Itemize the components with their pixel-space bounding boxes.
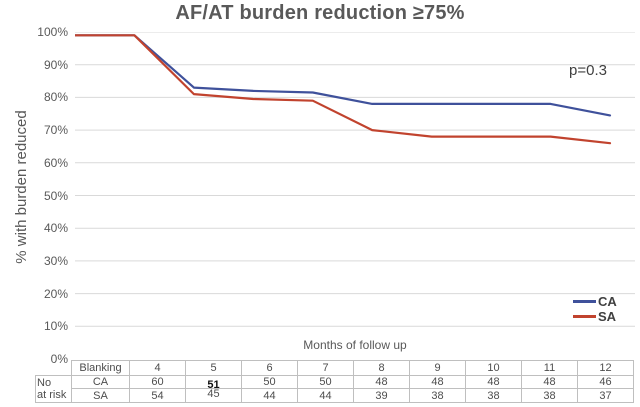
risk-table-header-cell: Blanking: [71, 360, 130, 376]
y-tick-label: 90%: [43, 57, 68, 72]
risk-table-value: 38: [521, 388, 578, 403]
ca-series-line: [75, 34, 612, 117]
legend-item-ca: CA: [573, 294, 617, 309]
legend-item-sa: SA: [573, 309, 617, 324]
y-tick-label: 60%: [43, 155, 68, 170]
y-tick-label: 50%: [43, 188, 68, 203]
y-tick-label: 0%: [50, 352, 68, 366]
y-tick-label: 10%: [43, 319, 68, 334]
legend: CA SA: [573, 294, 617, 324]
y-tick-label: 100%: [37, 25, 68, 39]
y-tick-label: 80%: [43, 90, 68, 105]
risk-table-value: 44: [297, 388, 354, 403]
chart-title: AF/AT burden reduction ≥75%: [175, 2, 465, 24]
risk-table-value: 54: [129, 388, 186, 403]
risk-table-header-cell: 4: [129, 360, 186, 376]
risk-table-header-cell: 6: [241, 360, 298, 376]
legend-label-ca: CA: [598, 294, 617, 309]
y-tick-label: 40%: [43, 221, 68, 236]
risk-table-row-label: SA: [71, 388, 130, 403]
risk-table-value: 38: [409, 388, 466, 403]
risk-table-row-label: CA: [71, 375, 130, 389]
sa-series-line: [75, 34, 612, 145]
risk-table-value: 50: [297, 375, 354, 389]
risk-table-value: 48: [353, 375, 410, 389]
risk-table-value: 48: [521, 375, 578, 389]
y-tick-label: 70%: [43, 123, 68, 138]
risk-table-value: 38: [465, 388, 522, 403]
risk-table-value: 50: [241, 375, 298, 389]
risk-table-header-cell: 7: [297, 360, 354, 376]
number-at-risk-table: Blanking 4 5 6 7 8 9 10 11 12 No at risk CA 60 51 50 50 4…: [35, 360, 634, 403]
risk-table-value: 60: [129, 375, 186, 389]
risk-table-value: 44: [241, 388, 298, 403]
y-tick-label: 30%: [43, 253, 68, 268]
risk-table-header-cell: 5: [185, 360, 242, 376]
risk-table-header-cell: 10: [465, 360, 522, 376]
plot-area: [75, 32, 635, 327]
risk-table-value: 51: [185, 375, 242, 391]
sa-line-swatch: [573, 315, 596, 318]
risk-table-value: 46: [577, 375, 634, 389]
risk-table-header-cell: 9: [409, 360, 466, 376]
risk-table-header-cell: 8: [353, 360, 410, 376]
risk-table-header-cell: 11: [521, 360, 578, 376]
y-tick-label: 20%: [43, 286, 68, 301]
p-value-annotation: p=0.3: [569, 62, 607, 79]
risk-table-corner-empty: [36, 361, 72, 376]
x-axis-title: Months of follow up: [303, 338, 407, 352]
risk-table-corner-label: No at risk: [35, 375, 72, 403]
ca-line-swatch: [573, 300, 596, 303]
legend-label-sa: SA: [598, 309, 617, 324]
risk-table-value: 45: [185, 388, 242, 403]
risk-table-header-cell: 12: [577, 360, 634, 376]
risk-table-value: 39: [353, 388, 410, 403]
risk-table-value: 48: [465, 375, 522, 389]
risk-table-value: 48: [409, 375, 466, 389]
risk-table-value: 37: [577, 388, 634, 403]
